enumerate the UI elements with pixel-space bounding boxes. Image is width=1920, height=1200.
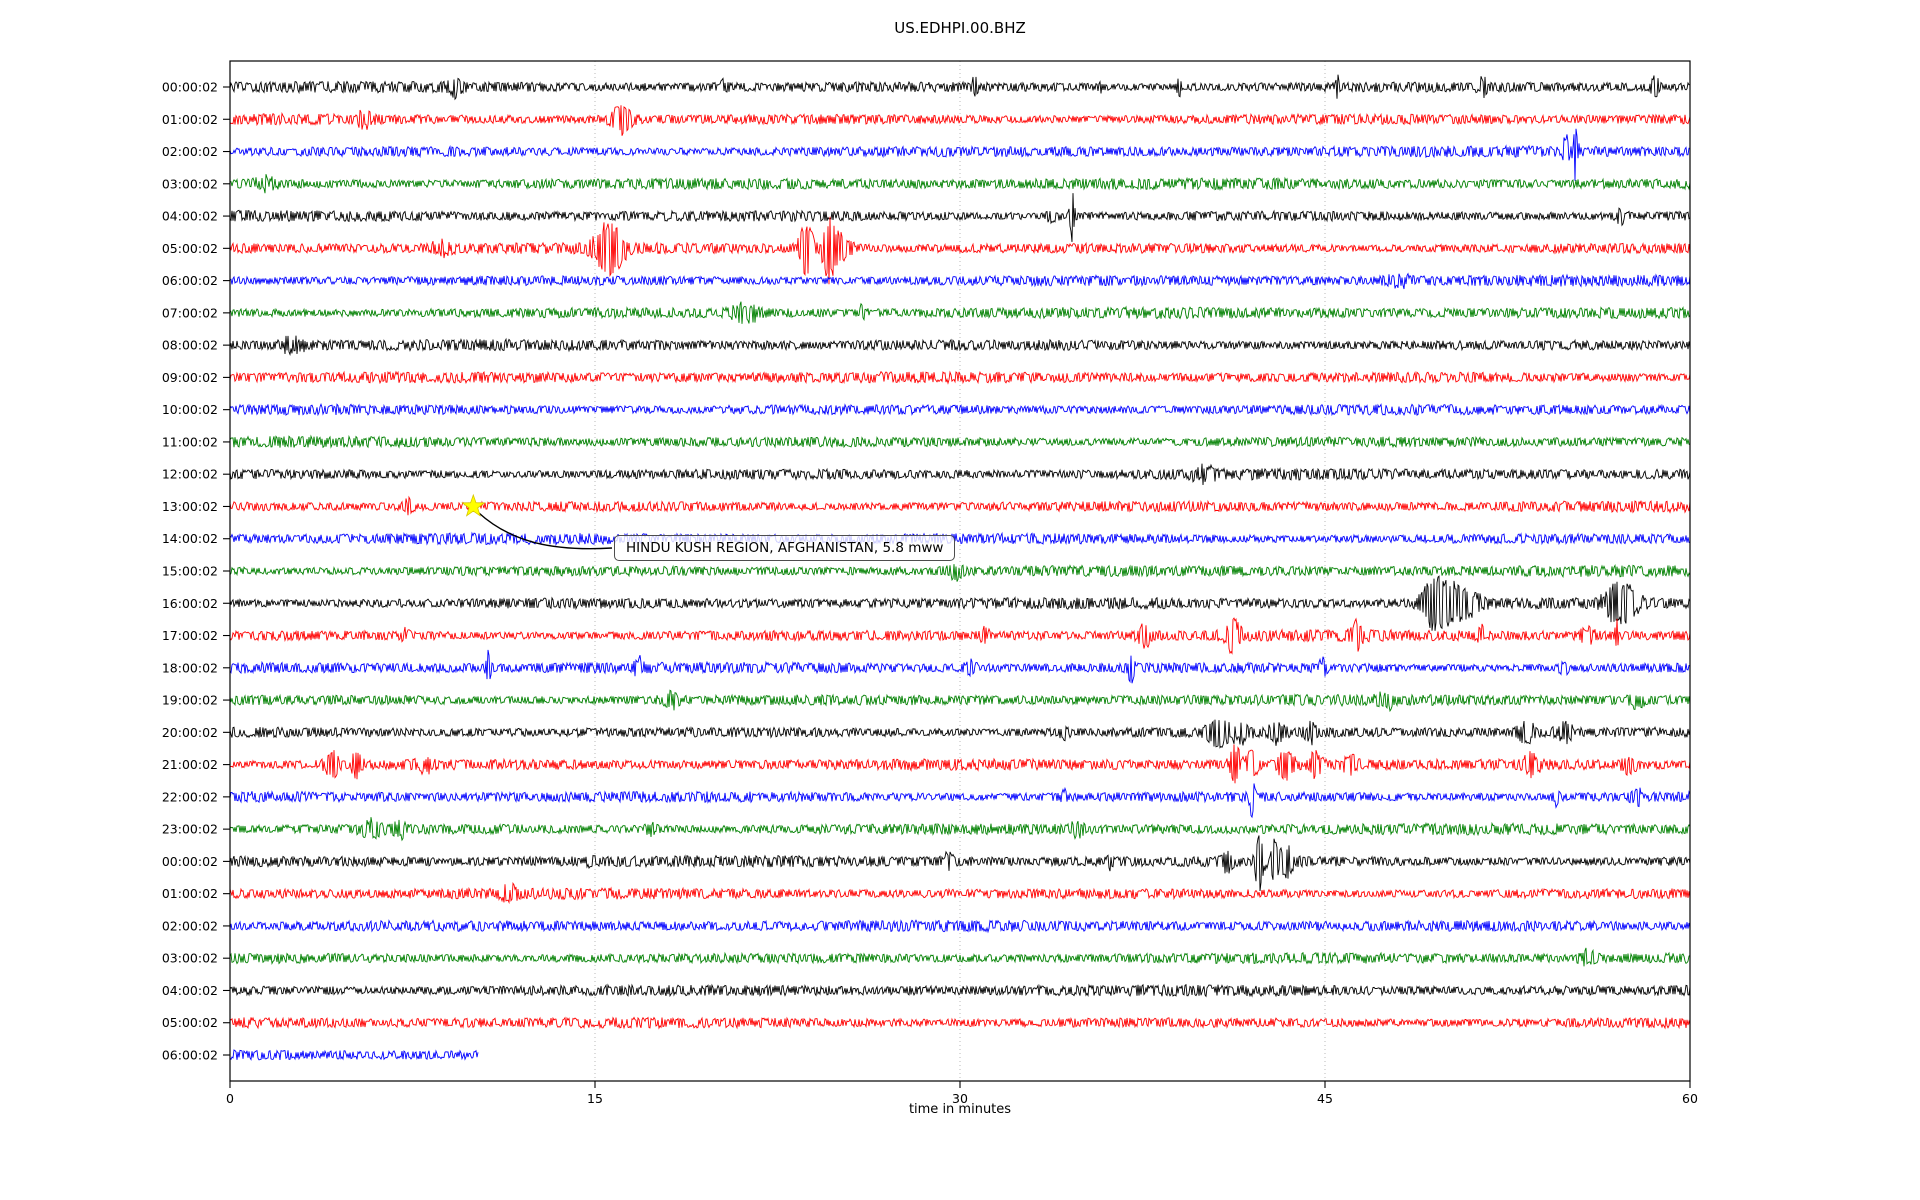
trace-row-2 [230,128,1690,181]
trace-label-12: 12:00:02 [162,467,218,482]
trace-label-29: 05:00:02 [162,1015,218,1030]
trace-row-21 [230,744,1690,784]
trace-label-20: 20:00:02 [162,725,218,740]
trace-row-0 [230,74,1690,101]
trace-label-30: 06:00:02 [162,1048,218,1063]
trace-label-15: 15:00:02 [162,564,218,579]
trace-label-9: 09:00:02 [162,370,218,385]
trace-label-24: 00:00:02 [162,854,218,869]
x-tick-label-30: 30 [952,1091,968,1106]
trace-row-22 [230,783,1690,819]
trace-label-23: 23:00:02 [162,822,218,837]
trace-row-12 [230,463,1690,486]
trace-label-27: 03:00:02 [162,951,218,966]
x-axis-label: time in minutes [908,1102,1012,1117]
trace-group [230,74,1690,1061]
trace-row-26 [230,919,1690,934]
trace-row-10 [230,402,1690,417]
trace-row-4 [230,193,1690,242]
trace-label-28: 04:00:02 [162,983,218,998]
x-tick-label-15: 15 [587,1091,603,1106]
event-annotation: HINDU KUSH REGION, AFGHANISTAN, 5.8 mww [614,535,956,561]
trace-label-22: 22:00:02 [162,789,218,804]
trace-row-24 [230,835,1690,892]
trace-row-29 [230,1016,1690,1030]
trace-row-23 [230,817,1690,842]
trace-label-6: 06:00:02 [162,273,218,288]
plot-title: US.EDHPI.00.BHZ [894,19,1026,37]
trace-row-19 [230,689,1690,713]
trace-row-25 [230,881,1690,905]
trace-label-8: 08:00:02 [162,338,218,353]
trace-row-3 [230,174,1690,194]
annotation-leader-line [477,511,613,550]
trace-label-21: 21:00:02 [162,757,218,772]
trace-label-11: 11:00:02 [162,434,218,449]
trace-label-18: 18:00:02 [162,660,218,675]
trace-label-4: 04:00:02 [162,209,218,224]
trace-label-17: 17:00:02 [162,628,218,643]
trace-label-0: 00:00:02 [162,80,218,95]
trace-row-5 [230,216,1690,285]
trace-label-10: 10:00:02 [162,402,218,417]
trace-row-8 [230,335,1690,357]
x-tick-label-45: 45 [1317,1091,1333,1106]
trace-row-27 [230,947,1690,967]
trace-row-28 [230,983,1690,998]
trace-label-19: 19:00:02 [162,693,218,708]
trace-row-6 [230,272,1690,290]
trace-row-14 [230,531,1690,547]
trace-label-14: 14:00:02 [162,531,218,546]
trace-row-30 [230,1049,479,1061]
trace-row-16 [230,575,1690,631]
trace-label-16: 16:00:02 [162,596,218,611]
trace-label-13: 13:00:02 [162,499,218,514]
trace-row-9 [230,370,1690,385]
trace-label-5: 05:00:02 [162,241,218,256]
x-tick-label-0: 0 [226,1091,234,1106]
trace-row-1 [230,105,1690,136]
event-star-icon [461,493,486,517]
trace-row-7 [230,301,1690,324]
trace-row-18 [230,649,1690,684]
trace-row-15 [230,564,1690,582]
trace-row-20 [230,719,1690,749]
trace-label-25: 01:00:02 [162,886,218,901]
trace-label-26: 02:00:02 [162,918,218,933]
trace-row-17 [230,617,1690,655]
trace-row-11 [230,434,1690,449]
trace-label-7: 07:00:02 [162,305,218,320]
trace-label-2: 02:00:02 [162,144,218,159]
trace-label-3: 03:00:02 [162,176,218,191]
trace-row-13 [230,495,1690,516]
x-tick-label-60: 60 [1682,1091,1698,1106]
trace-label-1: 01:00:02 [162,112,218,127]
